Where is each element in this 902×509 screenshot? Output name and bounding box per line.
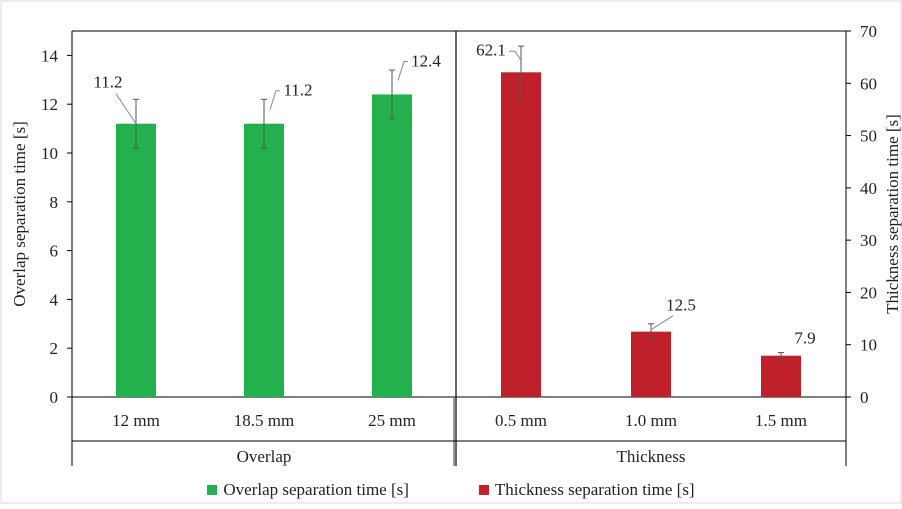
data-label-leader — [650, 315, 674, 331]
left-tick-label: 10 — [41, 144, 58, 163]
right-tick-label: 50 — [860, 127, 877, 146]
left-tick-label: 12 — [41, 95, 58, 114]
x-category-label: 25 mm — [368, 411, 416, 430]
right-tick-label: 40 — [860, 179, 877, 198]
left-tick-label: 14 — [41, 46, 59, 65]
data-label-leader — [509, 50, 522, 61]
bar-thickness-3 — [761, 355, 801, 397]
left-tick-label: 8 — [50, 193, 59, 212]
data-label-leader — [269, 90, 280, 110]
x-category-label: 12 mm — [112, 411, 160, 430]
right-tick-label: 0 — [860, 388, 869, 407]
right-tick-label: 30 — [860, 231, 877, 250]
legend-item-thickness: Thickness separation time [s] — [478, 480, 695, 500]
data-label: 12.5 — [666, 296, 696, 315]
left-tick-label: 2 — [50, 339, 59, 358]
y-axis-right-title: Thickness separation time [s] — [883, 114, 902, 314]
bar-overlap-1 — [116, 123, 156, 397]
bar-thickness-2 — [631, 331, 671, 397]
data-label-leader — [397, 60, 408, 81]
legend-label-overlap: Overlap separation time [s] — [223, 480, 409, 499]
bar-overlap-2 — [244, 123, 284, 397]
right-tick-label: 60 — [860, 74, 877, 93]
x-category-label: 1.5 mm — [755, 411, 807, 430]
data-label: 11.2 — [93, 73, 122, 92]
left-tick-label: 0 — [50, 388, 59, 407]
x-category-label: 1.0 mm — [625, 411, 677, 430]
x-category-label: 18.5 mm — [234, 411, 294, 430]
data-label: 12.4 — [411, 51, 441, 70]
legend: Overlap separation time [s] Thickness se… — [0, 476, 902, 504]
legend-item-overlap: Overlap separation time [s] — [207, 480, 409, 500]
x-group-label-overlap: Overlap — [237, 447, 292, 466]
x-group-label-thickness: Thickness — [617, 447, 686, 466]
left-tick-label: 4 — [50, 290, 59, 309]
x-category-label: 0.5 mm — [495, 411, 547, 430]
right-tick-label: 10 — [860, 336, 877, 355]
data-label-leader — [115, 93, 137, 124]
legend-swatch-thickness — [478, 485, 489, 495]
legend-label-thickness: Thickness separation time [s] — [494, 480, 695, 499]
bar-thickness-1 — [501, 72, 541, 397]
data-label: 7.9 — [794, 329, 815, 348]
data-label: 11.2 — [283, 81, 312, 100]
y-axis-left-title: Overlap separation time [s] — [10, 121, 29, 307]
left-tick-label: 6 — [50, 242, 59, 261]
data-label: 62.1 — [476, 40, 506, 59]
right-tick-label: 70 — [860, 22, 877, 41]
right-tick-label: 20 — [860, 283, 877, 302]
legend-swatch-overlap — [207, 485, 218, 495]
bar-overlap-3 — [372, 94, 412, 397]
